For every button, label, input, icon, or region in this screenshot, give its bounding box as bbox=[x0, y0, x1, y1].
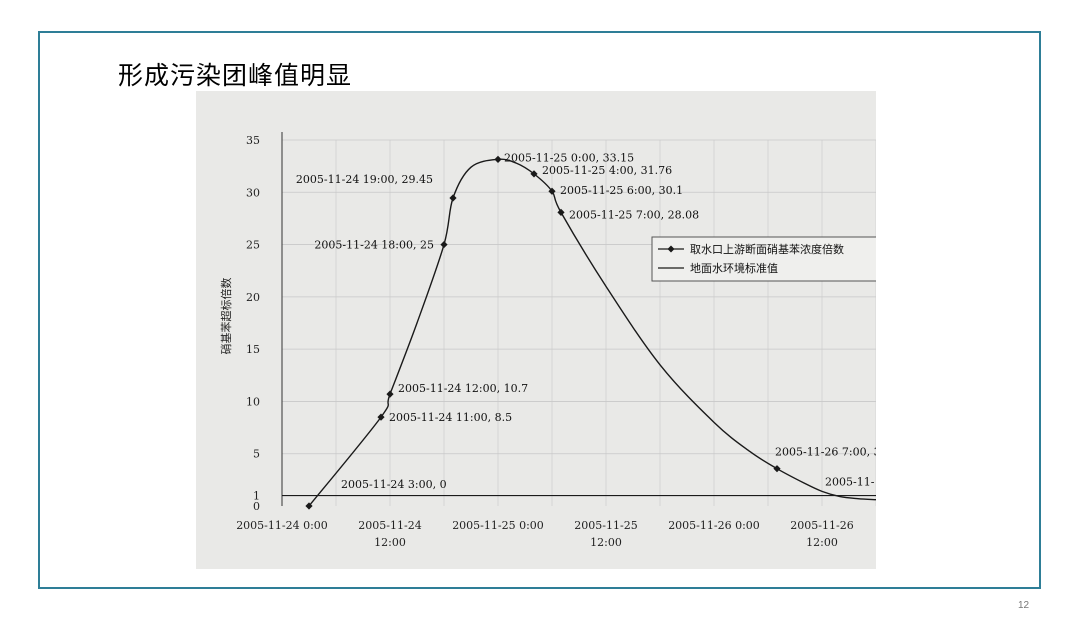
cropped-annotation: 2005-11- bbox=[825, 475, 875, 488]
x-tick-label: 2005-11-24 bbox=[358, 519, 421, 532]
data-marker bbox=[530, 170, 538, 178]
chart-photo: 0 1 5 10 15 20 25 30 35 2005-11-24 0:00 2005-11-24… bbox=[196, 91, 876, 569]
data-label: 2005-11-24 3:00, 0 bbox=[341, 478, 447, 491]
series-layer bbox=[282, 155, 876, 510]
data-label: 2005-11-26 7:00, 3.57 bbox=[775, 446, 876, 459]
concentration-curve bbox=[308, 158, 876, 507]
data-label: 2005-11-25 7:00, 28.08 bbox=[569, 208, 699, 221]
x-tick-label-time: 12:00 bbox=[374, 536, 406, 549]
data-label: 2005-11-24 19:00, 29.45 bbox=[296, 173, 433, 186]
legend-series-label: 取水口上游断面硝基苯浓度倍数 bbox=[690, 242, 844, 256]
data-label: 2005-11-24 12:00, 10.7 bbox=[398, 382, 528, 395]
y-tick-label: 20 bbox=[246, 291, 260, 304]
data-marker bbox=[494, 155, 502, 163]
data-marker bbox=[773, 465, 781, 473]
data-label: 2005-11-24 18:00, 25 bbox=[314, 239, 434, 252]
x-tick-label: 2005-11-26 0:00 bbox=[668, 519, 760, 532]
data-marker bbox=[377, 413, 385, 421]
x-tick-label: 2005-11-25 bbox=[574, 519, 637, 532]
x-tick-label-time: 12:00 bbox=[806, 536, 838, 549]
x-tick-label: 2005-11-25 0:00 bbox=[452, 519, 544, 532]
x-tick-label: 2005-11-24 0:00 bbox=[236, 519, 328, 532]
x-tick-label: 2005-11-26 bbox=[790, 519, 853, 532]
legend-box bbox=[651, 236, 876, 282]
grid-layer bbox=[281, 139, 876, 506]
y-tick-label: 35 bbox=[246, 134, 260, 147]
data-label: 2005-11-25 6:00, 30.1 bbox=[560, 184, 683, 197]
y-tick-label: 15 bbox=[246, 343, 260, 356]
data-label: 2005-11-25 0:00, 33.15 bbox=[504, 151, 634, 164]
y-axis-label: 硝基苯超标倍数 bbox=[219, 278, 233, 355]
page-number: 12 bbox=[1018, 600, 1030, 611]
slide-title: 形成污染团峰值明显 bbox=[118, 61, 353, 90]
y-tick-label: 0 bbox=[253, 500, 260, 513]
data-label: 2005-11-24 11:00, 8.5 bbox=[389, 411, 512, 424]
data-marker bbox=[557, 208, 565, 216]
slide-frame bbox=[38, 31, 1041, 589]
label-layer: 2005-11-24 3:00, 0 2005-11-24 11:00, 8.5 2… bbox=[296, 151, 876, 491]
data-marker bbox=[548, 187, 556, 195]
y-tick-label: 1 bbox=[253, 490, 260, 503]
data-label: 2005-11-25 4:00, 31.76 bbox=[542, 164, 672, 177]
legend-series-marker bbox=[667, 245, 675, 253]
data-marker bbox=[386, 390, 394, 398]
y-tick-label: 25 bbox=[246, 239, 260, 252]
x-tick-label-time: 12:00 bbox=[590, 536, 622, 549]
legend-standard-label: 地面水环境标准值 bbox=[690, 261, 778, 275]
data-marker bbox=[440, 240, 448, 249]
y-tick-label: 5 bbox=[253, 448, 260, 461]
data-marker bbox=[449, 194, 457, 202]
y-tick-label: 10 bbox=[246, 395, 260, 408]
data-marker bbox=[305, 502, 313, 510]
y-tick-label: 30 bbox=[246, 186, 260, 199]
